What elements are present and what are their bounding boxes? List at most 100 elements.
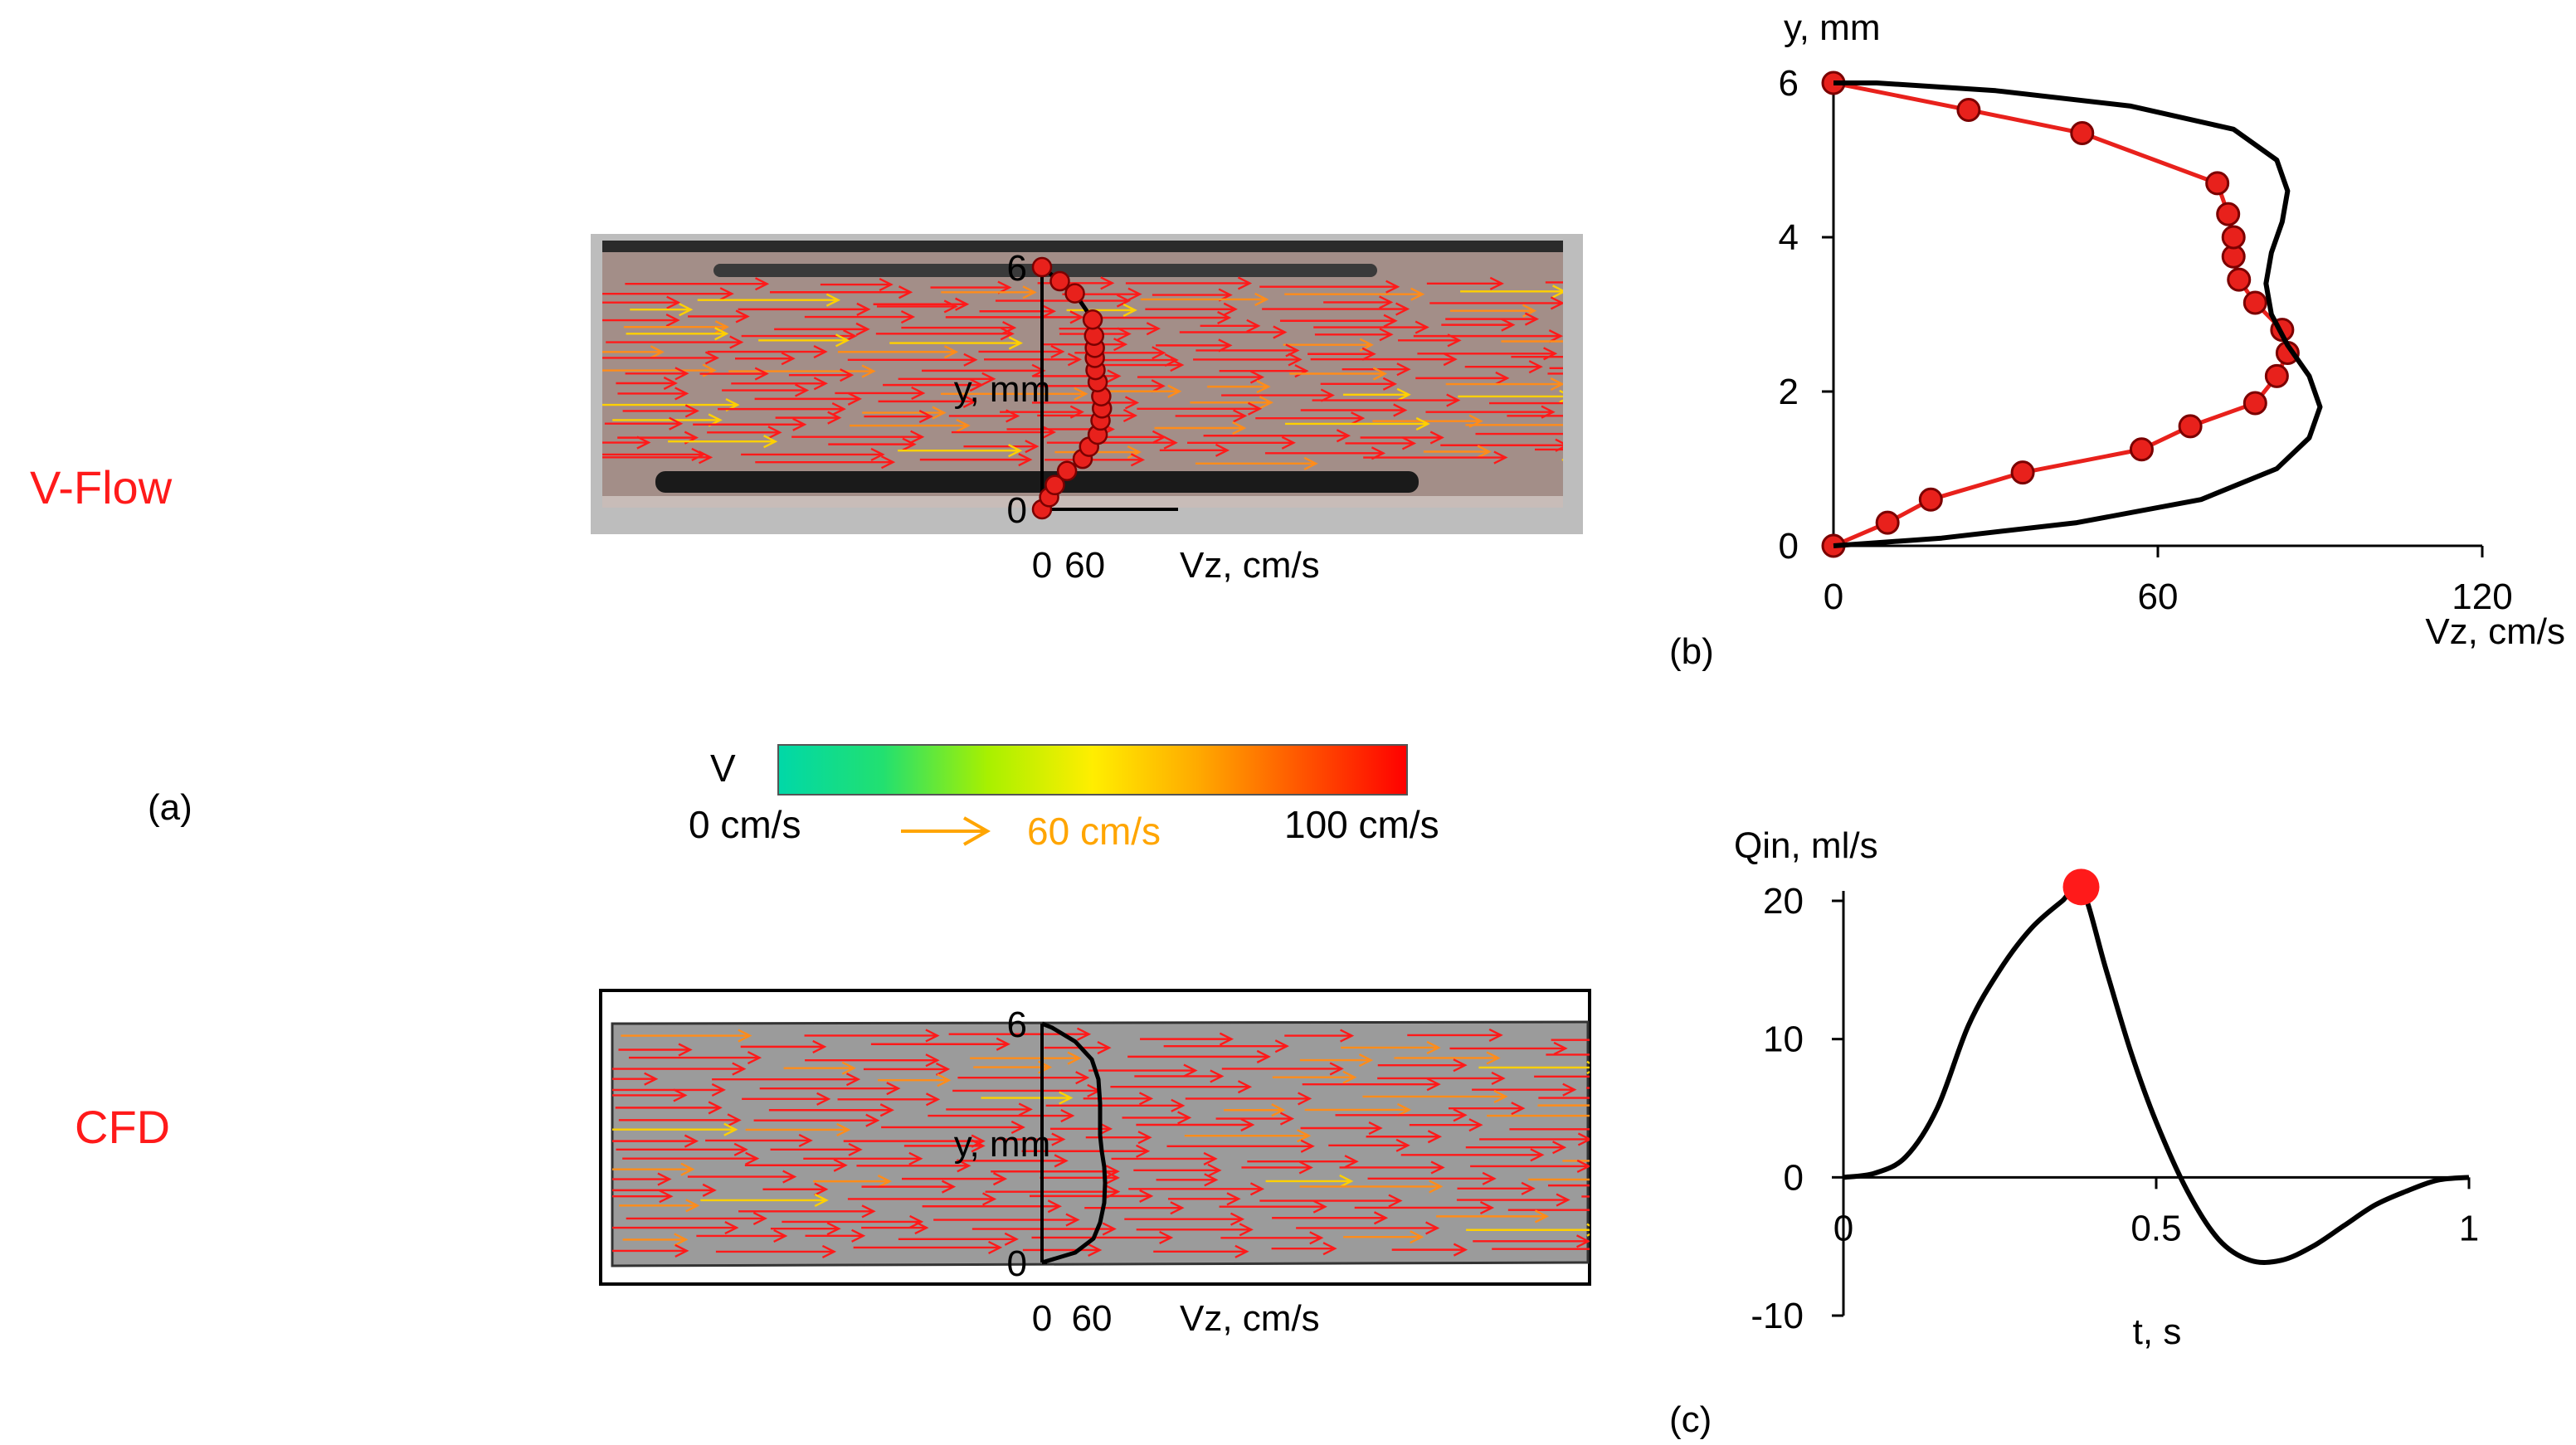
flow-arrow-head xyxy=(1501,318,1516,332)
inset-data-point xyxy=(1064,283,1085,304)
flow-arrow-head xyxy=(1130,453,1146,467)
b-x-tick-label: 120 xyxy=(2452,577,2512,617)
flow-arrow-head xyxy=(1210,1069,1225,1083)
flow-arrow-head xyxy=(1127,287,1142,301)
flow-arrow-head xyxy=(943,299,958,314)
flow-arrow-head xyxy=(1074,387,1088,401)
flow-arrow-head xyxy=(861,1204,876,1219)
flow-arrow-head xyxy=(669,416,684,431)
flow-arrow-head xyxy=(1138,1092,1154,1106)
flow-arrow-head xyxy=(1254,292,1269,307)
flow-arrow-head xyxy=(879,277,894,292)
flow-arrow-head xyxy=(925,1029,940,1043)
flow-arrow-head xyxy=(1575,1234,1590,1248)
flow-arrow-head xyxy=(886,1082,901,1096)
flow-arrow-head xyxy=(798,1133,813,1147)
inset-x-label: Vz, cm/s xyxy=(1180,1298,1320,1339)
colorbar-max-label: 100 cm/s xyxy=(1284,803,1439,846)
cfd-image xyxy=(599,989,1678,1286)
b-vflow-point xyxy=(1956,98,1981,123)
cfd-arrow-field xyxy=(612,1027,1678,1259)
vflow-image xyxy=(591,234,1687,534)
flow-arrow-head xyxy=(1223,302,1238,316)
flow-arrow-head xyxy=(735,309,750,324)
flow-arrow-head xyxy=(1594,1123,1605,1135)
flow-arrow-head xyxy=(1666,1083,1678,1094)
flow-arrow-head xyxy=(1608,367,1619,379)
flow-arrow-head xyxy=(666,295,681,309)
flow-arrow-head xyxy=(729,335,744,349)
flow-arrow-head xyxy=(1351,411,1366,426)
flow-arrow-head xyxy=(1022,285,1037,299)
flow-arrow-head xyxy=(935,1062,951,1076)
flow-arrow-head xyxy=(1247,401,1263,416)
panel-c-label: (c) xyxy=(1669,1399,1712,1440)
inset-data-point xyxy=(1031,256,1053,278)
flow-arrow-head xyxy=(1486,1051,1501,1065)
b-vflow-point xyxy=(2205,171,2230,196)
flow-arrow-head xyxy=(684,1134,699,1148)
flow-arrow-head xyxy=(1534,1209,1550,1224)
flow-arrow-head xyxy=(1219,1032,1234,1046)
flow-arrow-head xyxy=(794,383,810,397)
flow-arrow-head xyxy=(1170,358,1185,372)
flow-arrow-head xyxy=(1342,1070,1357,1084)
flow-arrow-head xyxy=(1288,353,1303,367)
b-vflow-point xyxy=(2221,225,2246,250)
flow-arrow-head xyxy=(1018,453,1033,467)
flow-arrow-head xyxy=(1382,377,1398,391)
flow-arrow-head xyxy=(1249,1182,1265,1196)
flow-arrow-head xyxy=(1379,328,1394,342)
flow-arrow-head xyxy=(1047,1199,1062,1214)
flow-arrow-head xyxy=(956,418,971,433)
flow-arrow-head xyxy=(1379,295,1394,309)
flow-arrow-head xyxy=(674,387,689,401)
flow-arrow-head xyxy=(1491,1071,1506,1086)
flow-arrow-head xyxy=(1098,1121,1113,1136)
flow-arrow-head xyxy=(1524,312,1540,326)
flow-arrow-head xyxy=(1453,1243,1468,1257)
flow-arrow-head xyxy=(754,277,770,291)
flow-arrow-head xyxy=(900,309,916,324)
flow-arrow-head xyxy=(1556,1193,1570,1207)
b-vflow-point xyxy=(2227,267,2252,292)
flow-arrow-head xyxy=(908,1151,923,1165)
c-y-tick-label: -10 xyxy=(1751,1296,1804,1336)
flow-arrow-head xyxy=(879,1103,894,1117)
flow-arrow-head xyxy=(1018,1102,1033,1117)
flow-arrow-head xyxy=(880,455,896,470)
flow-arrow-head xyxy=(1453,1108,1468,1122)
flow-arrow-head xyxy=(1297,1129,1312,1143)
colorbar: V 0 cm/s 60 cm/s 100 cm/s xyxy=(689,744,1439,853)
flow-arrow-head xyxy=(1511,1102,1526,1116)
vflow-upper-wall xyxy=(602,241,1563,252)
flow-arrow-head xyxy=(733,1142,748,1156)
flow-arrow-head xyxy=(704,351,720,365)
b-vflow-point xyxy=(2216,202,2241,226)
flow-arrow-head xyxy=(1274,1039,1289,1053)
b-x-axis-label: Vz, cm/s xyxy=(2425,611,2565,652)
flow-arrow-head xyxy=(941,1180,957,1194)
flow-arrow-head xyxy=(1676,454,1687,465)
flow-arrow-head xyxy=(821,1244,837,1259)
inset-y-label: y, mm xyxy=(954,1124,1051,1165)
flow-arrow-head xyxy=(1240,1117,1255,1132)
flow-arrow-head xyxy=(845,1073,861,1087)
panel-c-chart: -10 0 10 20 0 0.5 1 Qin, ml/s t, s xyxy=(1734,825,2479,1352)
flow-arrow-head xyxy=(1164,353,1179,367)
flow-arrow-head xyxy=(969,378,984,392)
flow-arrow-head xyxy=(1215,443,1230,457)
flow-arrow-head xyxy=(1393,403,1408,417)
flow-arrow-head xyxy=(1548,329,1563,343)
flow-arrow-head xyxy=(1479,1200,1495,1215)
flow-arrow-head xyxy=(1372,367,1388,381)
b-vflow-point xyxy=(2070,120,2095,145)
c-x-tick-label: 0 xyxy=(1833,1208,1853,1248)
flow-arrow-head xyxy=(1373,1211,1389,1225)
b-x-tick-label: 60 xyxy=(2138,577,2179,617)
flow-arrow-head xyxy=(1395,1138,1410,1152)
flow-arrow-head xyxy=(827,411,842,425)
flow-arrow-head xyxy=(1281,435,1296,450)
flow-arrow-head xyxy=(1482,1171,1497,1185)
flow-arrow-head xyxy=(680,1162,695,1176)
